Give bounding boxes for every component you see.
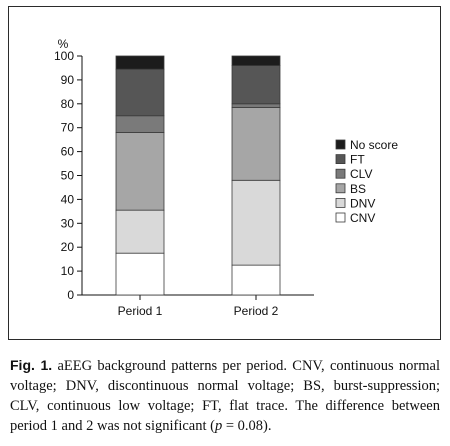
- legend-label: FT: [350, 153, 365, 167]
- legend-entry: No score: [335, 138, 398, 152]
- bar-segment-ft: [231, 65, 281, 105]
- legend-label: DNV: [350, 196, 375, 210]
- legend-label: No score: [350, 138, 398, 152]
- bar-segment-no-score: [231, 55, 281, 66]
- legend-label: CNV: [350, 211, 375, 225]
- y-tick-label: 80: [61, 97, 75, 111]
- bars: [115, 55, 281, 296]
- y-tick-label: 50: [61, 169, 75, 183]
- legend-swatch: [335, 168, 346, 179]
- bar-segment-dnv: [115, 209, 165, 254]
- y-tick-label: 40: [61, 192, 75, 206]
- legend-label: CLV: [350, 167, 372, 181]
- bar-segment-dnv: [231, 179, 281, 266]
- x-tick-label: Period 2: [234, 304, 279, 318]
- bar-stack-1: [115, 55, 165, 296]
- y-tick-label: 70: [61, 121, 75, 135]
- caption-p-symbol: p: [214, 418, 223, 434]
- legend-entry: CLV: [335, 167, 372, 181]
- bar-segment-clv: [231, 103, 281, 108]
- y-tick-label: 100: [54, 49, 74, 63]
- bar-segment-no-score: [115, 55, 165, 70]
- y-axis-unit-label: %: [58, 37, 69, 51]
- bar-stack-2: [231, 55, 281, 296]
- legend-entry: CNV: [335, 211, 375, 225]
- legend-swatch: [335, 212, 346, 223]
- y-tick-label: 60: [61, 145, 75, 159]
- figure-frame: % 0 10 20 30 40 50 60 70 80 90 100 Period 1 Period …: [8, 6, 441, 340]
- legend-label: BS: [350, 182, 366, 196]
- bar-segment-ft: [115, 68, 165, 117]
- legend-swatch: [335, 183, 346, 194]
- caption-text: aEEG background patterns per period. CNV…: [10, 358, 440, 434]
- caption-text-end: = 0.08).: [222, 418, 272, 434]
- bar-segment-cnv: [231, 264, 281, 296]
- x-tick-label: Period 1: [118, 304, 163, 318]
- legend-swatch: [335, 154, 346, 165]
- legend-entry: BS: [335, 182, 366, 196]
- y-tick-label: 20: [61, 240, 75, 254]
- legend-swatch: [335, 197, 346, 208]
- bar-segment-bs: [231, 106, 281, 181]
- y-axis: 0 10 20 30 40 50 60 70 80 90 100: [54, 49, 83, 302]
- x-axis: Period 1 Period 2: [82, 294, 314, 318]
- bar-segment-bs: [115, 132, 165, 211]
- legend-entry: DNV: [335, 196, 375, 210]
- bar-segment-clv: [115, 115, 165, 133]
- y-tick-label: 10: [61, 264, 75, 278]
- legend-swatch: [335, 139, 346, 150]
- bar-segment-cnv: [115, 252, 165, 296]
- y-tick-label: 90: [61, 73, 75, 87]
- figure-caption: Fig. 1. aEEG background patterns per per…: [10, 355, 440, 436]
- y-tick-label: 30: [61, 216, 75, 230]
- y-tick-label: 0: [67, 288, 74, 302]
- figure-label: Fig. 1.: [10, 357, 53, 373]
- legend-entry: FT: [335, 153, 365, 167]
